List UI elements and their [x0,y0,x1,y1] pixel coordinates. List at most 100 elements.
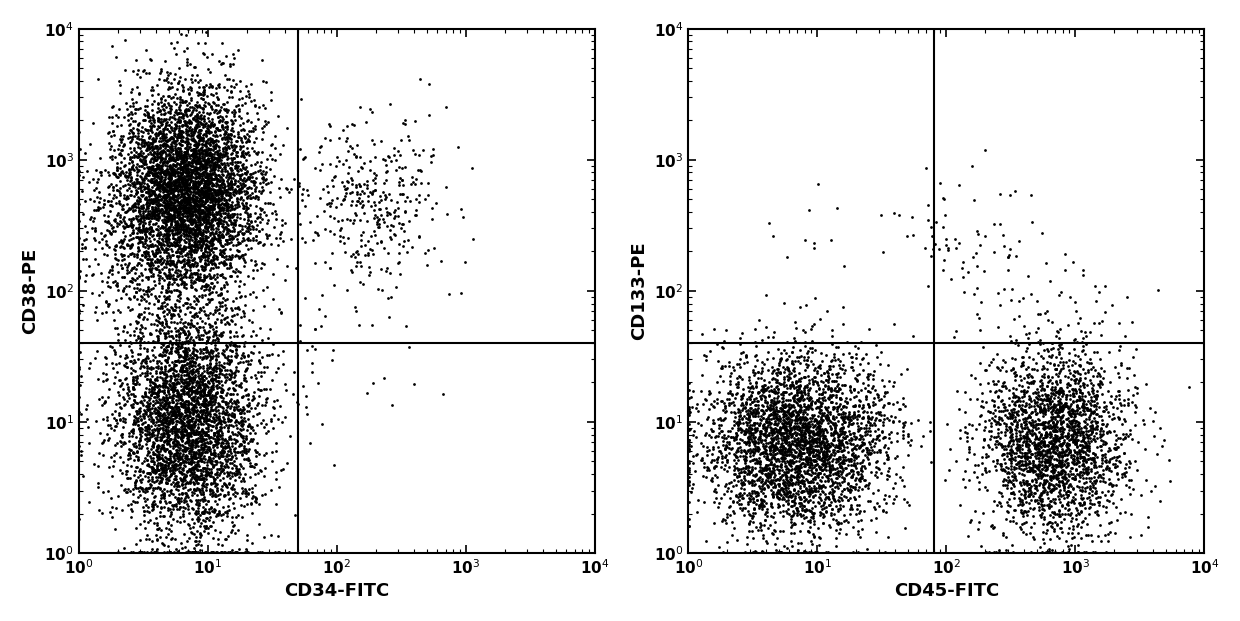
Point [175,193,195,202]
Point [135,218,155,228]
Point [294,154,314,164]
Point [188,146,208,156]
Point [154,431,174,441]
Point [815,450,835,460]
Point [182,214,202,224]
Point [1083,455,1102,465]
Point [184,189,203,199]
Point [821,386,841,396]
Point [807,422,827,432]
Point [761,457,781,467]
Point [1118,394,1138,404]
Point [179,379,198,389]
Point [177,430,197,440]
Point [246,494,265,504]
Point [239,135,259,145]
Point [1014,423,1034,433]
Point [1044,443,1064,453]
Point [1021,436,1040,446]
Point [87,165,107,175]
Point [131,431,151,441]
Point [1058,444,1078,454]
Point [226,416,246,426]
Point [1120,463,1140,473]
Point [999,392,1019,402]
Point [409,230,429,240]
Point [1025,433,1045,443]
Point [866,457,885,467]
Point [231,76,250,86]
Point [247,497,267,507]
Point [175,270,195,279]
Point [161,226,181,236]
Point [102,229,122,239]
Point [160,548,180,558]
Point [1047,364,1066,374]
Point [170,296,190,306]
Point [999,409,1019,419]
Point [186,365,206,374]
Point [1039,479,1059,489]
Point [810,421,830,431]
Point [806,424,826,434]
Point [248,468,268,478]
Point [1019,338,1039,348]
Point [237,433,257,443]
Point [826,420,846,430]
Point [92,287,112,297]
Point [208,100,228,110]
Point [206,171,226,181]
Point [210,217,229,227]
Point [1064,425,1084,435]
Point [146,206,166,216]
Point [825,509,844,519]
Point [795,413,815,423]
Point [113,130,133,140]
Point [835,427,854,437]
Point [703,419,723,428]
Point [753,363,773,373]
Point [184,176,203,186]
Point [198,294,218,304]
Point [174,194,193,204]
Point [967,226,987,236]
Point [146,142,166,152]
Point [224,438,244,448]
Point [229,428,249,438]
Point [1012,456,1032,466]
Point [802,422,822,432]
Point [114,161,134,171]
Point [122,249,141,259]
Point [1084,371,1104,381]
Point [138,140,157,150]
Point [195,371,215,381]
Point [835,455,854,465]
Point [1076,399,1096,409]
Point [1011,478,1030,487]
Point [130,148,150,158]
Point [212,188,232,197]
Point [150,181,170,191]
Point [1003,515,1023,525]
Point [188,77,208,87]
Point [811,455,831,465]
Point [817,366,837,376]
Point [180,160,200,170]
Point [795,505,815,515]
Point [222,165,242,175]
Point [215,245,234,255]
Point [1081,454,1101,464]
Point [115,259,135,269]
Point [135,238,155,248]
Point [128,246,148,256]
Point [753,387,773,397]
Point [269,548,289,558]
Point [823,429,843,439]
Point [239,315,259,325]
Point [161,384,181,394]
Point [831,443,851,453]
Point [188,325,208,335]
Point [148,197,167,207]
Point [191,119,211,129]
Point [1002,453,1022,463]
